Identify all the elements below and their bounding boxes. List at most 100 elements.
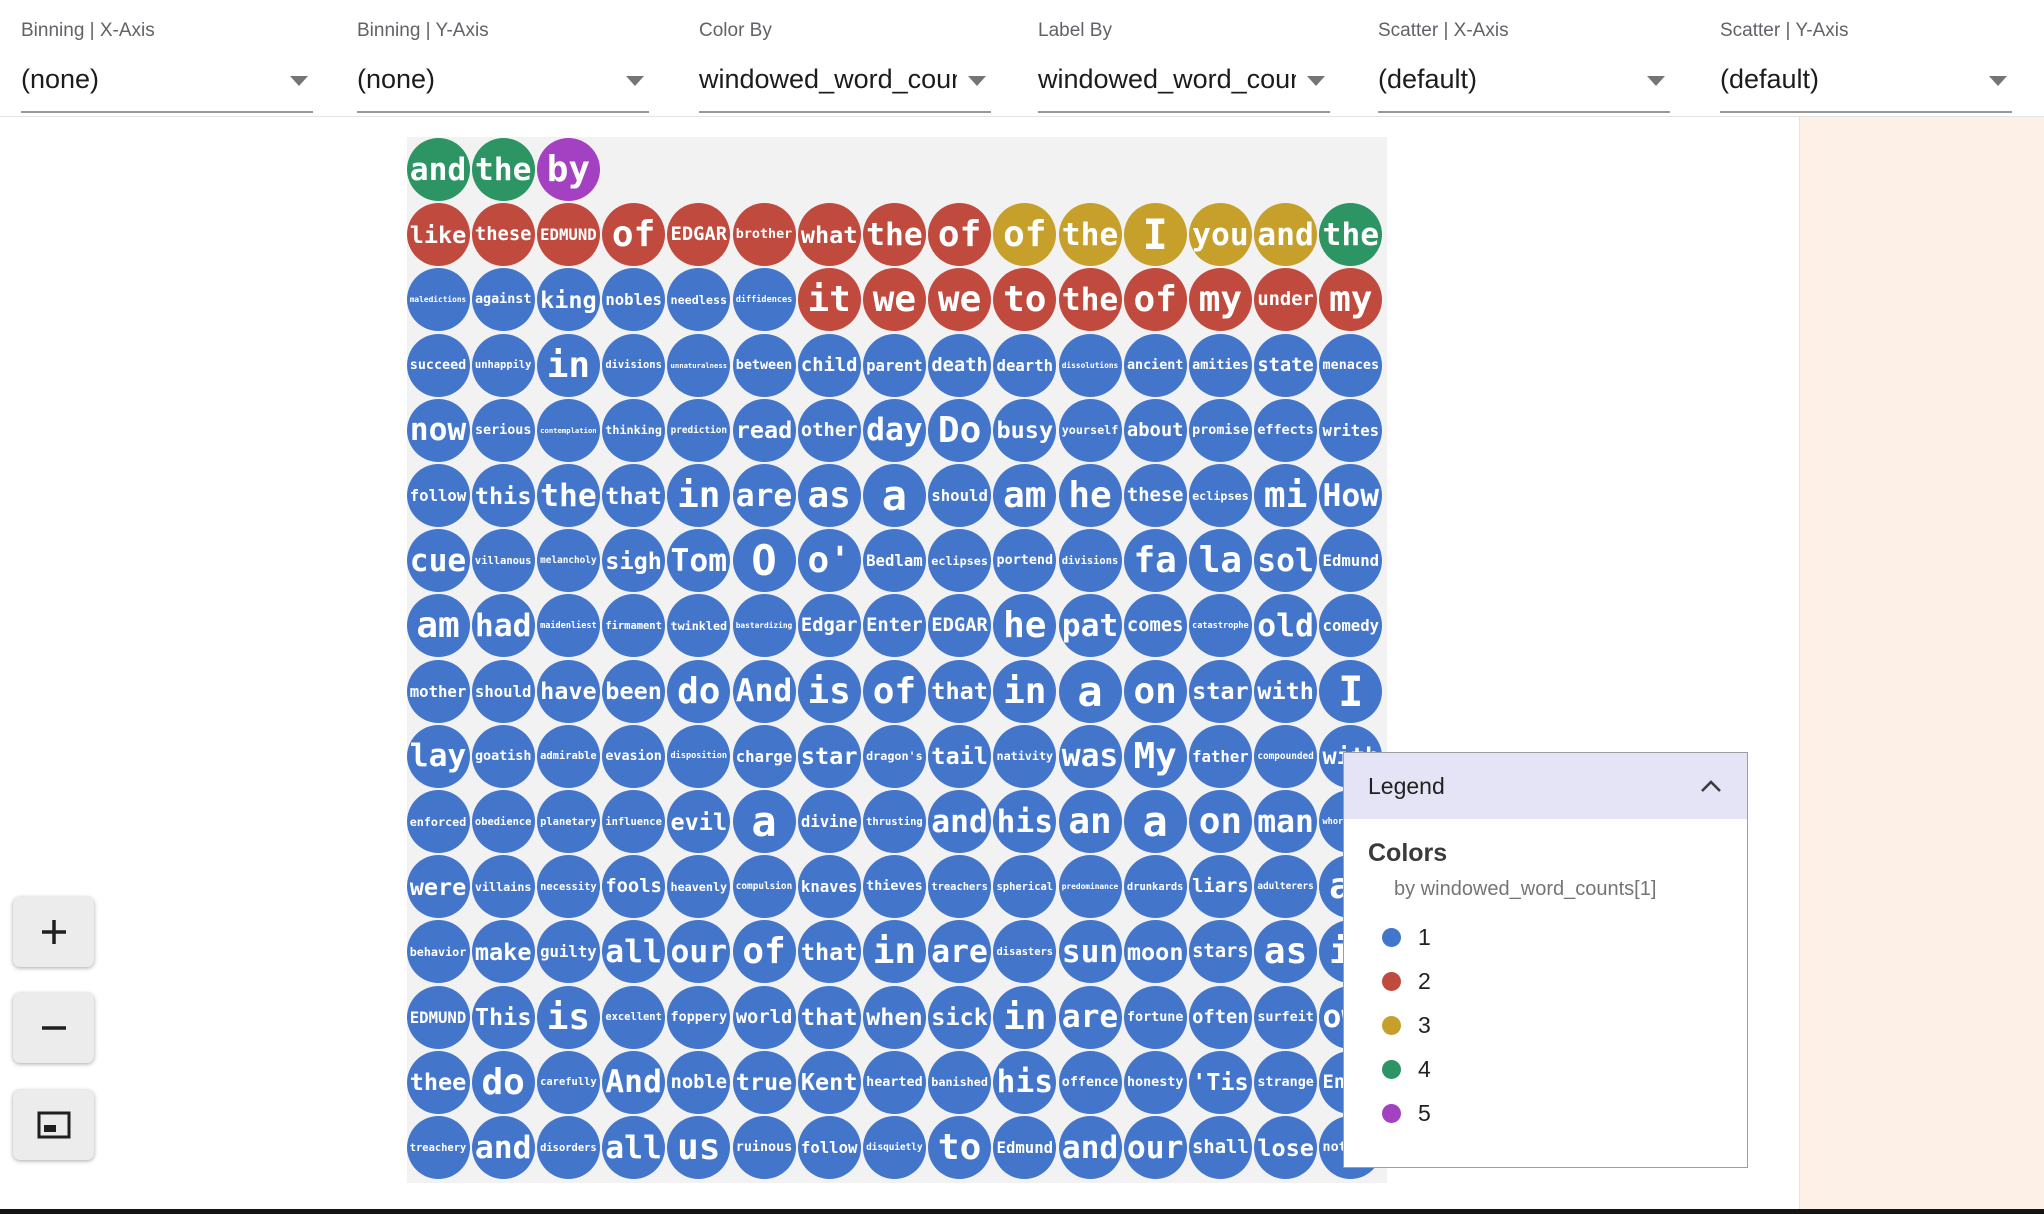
word-bubble[interactable]: diffidences	[732, 268, 796, 332]
word-bubble[interactable]: divisions	[602, 333, 666, 397]
word-bubble[interactable]: disasters	[993, 920, 1057, 984]
word-bubble[interactable]: serious	[471, 398, 535, 462]
word-bubble[interactable]: banished	[928, 1050, 992, 1114]
word-bubble[interactable]: portend	[993, 529, 1057, 593]
word-bubble[interactable]: eclipses	[928, 529, 992, 593]
word-bubble[interactable]: guilty	[536, 920, 600, 984]
word-bubble[interactable]: EDGAR	[667, 203, 731, 267]
word-bubble[interactable]: disorders	[536, 1116, 600, 1179]
word-bubble[interactable]: star	[797, 724, 861, 788]
word-bubble[interactable]: pat	[1058, 594, 1122, 658]
word-bubble[interactable]: of	[993, 203, 1057, 267]
word-bubble[interactable]: like	[406, 203, 470, 267]
word-bubble[interactable]: am	[993, 464, 1057, 527]
word-bubble[interactable]: 'Tis	[1188, 1050, 1252, 1114]
word-bubble[interactable]: mother	[406, 659, 470, 723]
word-bubble[interactable]: disquietly	[862, 1116, 926, 1179]
word-bubble[interactable]: of	[862, 659, 926, 723]
word-bubble[interactable]: that	[928, 659, 992, 723]
word-bubble[interactable]: a	[862, 464, 926, 527]
word-bubble[interactable]: this	[471, 464, 535, 527]
word-bubble[interactable]: on	[1123, 659, 1187, 723]
word-bubble[interactable]: treachery	[406, 1116, 470, 1179]
word-bubble[interactable]: unhappily	[471, 333, 535, 397]
word-bubble[interactable]: Tom	[667, 529, 731, 593]
word-bubble[interactable]: should	[471, 659, 535, 723]
word-bubble[interactable]: sigh	[602, 529, 666, 593]
word-bubble[interactable]: strange	[1254, 1050, 1318, 1114]
word-bubble[interactable]: This	[471, 985, 535, 1049]
word-bubble[interactable]: of	[602, 203, 666, 267]
word-bubble[interactable]: And	[602, 1050, 666, 1114]
word-bubble[interactable]: all	[602, 1116, 666, 1179]
word-bubble[interactable]: shall	[1188, 1116, 1252, 1179]
binning-y-axis-dropdown[interactable]: Binning | Y-Axis (none)	[357, 20, 649, 113]
word-bubble[interactable]: thrusting	[862, 790, 926, 853]
word-bubble[interactable]: My	[1123, 724, 1187, 788]
word-bubble[interactable]: sick	[928, 985, 992, 1049]
word-bubble[interactable]: twinkled	[667, 594, 731, 658]
word-bubble[interactable]: Bedlam	[862, 529, 926, 593]
word-bubble[interactable]: needless	[667, 268, 731, 332]
word-bubble[interactable]: man	[1254, 790, 1318, 853]
word-bubble[interactable]: dissolutions	[1058, 333, 1122, 397]
word-bubble[interactable]: maidenliest	[536, 594, 600, 658]
word-bubble[interactable]: disposition	[667, 724, 731, 788]
word-bubble[interactable]: offence	[1058, 1050, 1122, 1114]
word-bubble[interactable]: of	[928, 203, 992, 267]
word-bubble[interactable]: comedy	[1319, 594, 1383, 658]
word-bubble[interactable]: liars	[1188, 855, 1252, 919]
word-bubble[interactable]: am	[406, 594, 470, 658]
word-bubble[interactable]: in	[862, 920, 926, 984]
word-bubble[interactable]: is	[797, 659, 861, 723]
word-bubble[interactable]: moon	[1123, 920, 1187, 984]
word-bubble[interactable]: EDMUND	[536, 203, 600, 267]
word-bubble[interactable]: my	[1188, 268, 1252, 332]
word-bubble[interactable]: dragon's	[862, 724, 926, 788]
word-bubble[interactable]: unnaturalness	[667, 333, 731, 397]
word-bubble[interactable]: ancient	[1123, 333, 1187, 397]
word-bubble[interactable]: tail	[928, 724, 992, 788]
word-bubble[interactable]: nobles	[602, 268, 666, 332]
word-bubble[interactable]: death	[928, 333, 992, 397]
word-bubble[interactable]: bastardizing	[732, 594, 796, 658]
word-bubble[interactable]: promise	[1188, 398, 1252, 462]
word-bubble[interactable]: star	[1188, 659, 1252, 723]
word-bubble[interactable]: are	[1058, 985, 1122, 1049]
word-bubble[interactable]: menaces	[1319, 333, 1383, 397]
word-bubble[interactable]: these	[1123, 464, 1187, 527]
color-by-dropdown[interactable]: Color By windowed_word_counts[1]	[699, 20, 991, 113]
word-bubble[interactable]: it	[797, 268, 861, 332]
word-bubble[interactable]: thinking	[602, 398, 666, 462]
label-by-dropdown[interactable]: Label By windowed_word_counts[0]	[1038, 20, 1330, 113]
word-bubble[interactable]: child	[797, 333, 861, 397]
word-bubble[interactable]: evasion	[602, 724, 666, 788]
word-bubble[interactable]: And	[732, 659, 796, 723]
word-bubble[interactable]: I	[1319, 659, 1383, 723]
word-bubble[interactable]: true	[732, 1050, 796, 1114]
word-bubble[interactable]: and	[928, 790, 992, 853]
word-bubble[interactable]: compounded	[1254, 724, 1318, 788]
word-bubble[interactable]: the	[1319, 203, 1383, 267]
word-bubble[interactable]: our	[667, 920, 731, 984]
word-bubble[interactable]: have	[536, 659, 600, 723]
word-bubble[interactable]: our	[1123, 1116, 1187, 1179]
word-bubble[interactable]: amities	[1188, 333, 1252, 397]
word-bubble[interactable]: drunkards	[1123, 855, 1187, 919]
word-bubble[interactable]: been	[602, 659, 666, 723]
word-bubble[interactable]: often	[1188, 985, 1252, 1049]
word-bubble[interactable]: Enter	[862, 594, 926, 658]
word-bubble[interactable]: us	[667, 1116, 731, 1179]
word-bubble[interactable]: excellent	[602, 985, 666, 1049]
word-bubble[interactable]: heavenly	[667, 855, 731, 919]
word-bubble[interactable]: la	[1188, 529, 1252, 593]
word-bubble[interactable]: we	[928, 268, 992, 332]
word-bubble[interactable]: fools	[602, 855, 666, 919]
word-bubble[interactable]: contemplation	[536, 398, 600, 462]
word-bubble[interactable]: day	[862, 398, 926, 462]
word-bubble[interactable]: ruinous	[732, 1116, 796, 1179]
word-bubble[interactable]: other	[797, 398, 861, 462]
word-bubble[interactable]: in	[536, 333, 600, 397]
word-bubble[interactable]: do	[667, 659, 731, 723]
word-bubble[interactable]: his	[993, 790, 1057, 853]
